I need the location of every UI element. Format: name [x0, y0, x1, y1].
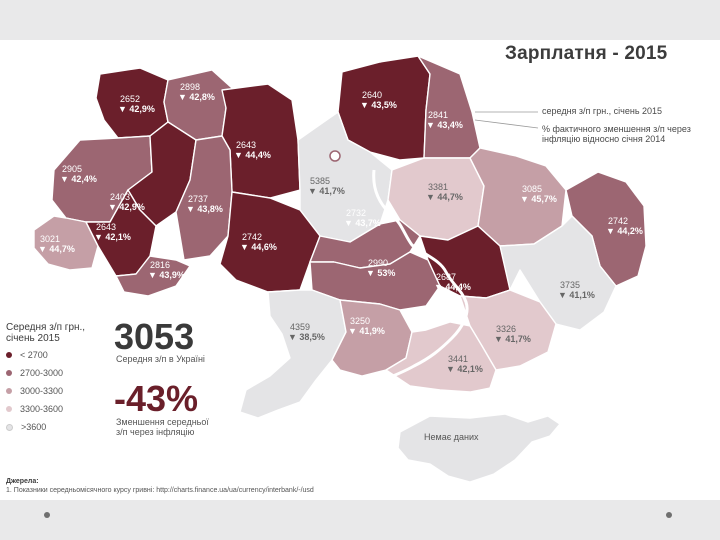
region-drop-label: ▼ 42,1%	[446, 364, 483, 374]
crimea-region	[397, 413, 562, 483]
region-salary-label: 2742	[608, 216, 628, 226]
salary-drop-label-line2: з/п через інфляцію	[116, 427, 195, 437]
region-drop-label: ▼ 41,7%	[494, 334, 531, 344]
legend-swatch	[6, 423, 13, 431]
ivano-frankivsk-region	[85, 189, 157, 277]
region-salary-label: 2732	[346, 208, 366, 218]
ukraine-map: Немає даних 2652▼ 42,9%2898▼ 42,8%2643▼ …	[33, 55, 647, 483]
callout-avg: середня з/п грн., січень 2015	[542, 106, 663, 116]
region-salary-label: 3326	[496, 324, 516, 334]
region-drop-label: ▼ 41,7%	[308, 186, 345, 196]
region-drop-label: ▼ 44,4%	[234, 150, 271, 160]
kyiv-marker	[329, 150, 341, 162]
legend-title: Середня з/п грн., січень 2015	[6, 322, 106, 344]
sources: Джерела: 1. Показники середньомісячного …	[6, 477, 314, 495]
donetsk-region	[499, 215, 617, 331]
region-drop-label: ▼ 42,1%	[94, 232, 131, 242]
salary-drop-label: Зменшення середньої з/п через інфляцію	[116, 417, 236, 437]
region-drop-label: ▼ 44,2%	[606, 226, 643, 236]
region-drop-label: ▼ 44,7%	[426, 192, 463, 202]
region-drop-label: ▼ 42,9%	[118, 104, 155, 114]
region-salary-label: 5385	[310, 176, 330, 186]
zakarpattia-region	[33, 215, 99, 271]
legend-label: 3300-3600	[20, 404, 64, 414]
no-data-label: Немає даних	[424, 432, 479, 442]
region-drop-label: ▼ 42,9%	[108, 202, 145, 212]
legend-label: 2700-3000	[20, 368, 64, 378]
region-salary-label: 2643	[236, 140, 256, 150]
avg-salary-value: 3053	[114, 316, 195, 357]
region-drop-label: ▼ 44,7%	[38, 244, 75, 254]
region-salary-label: 2737	[188, 194, 208, 204]
region-drop-label: ▼ 53%	[366, 268, 395, 278]
region-drop-label: ▼ 41,9%	[348, 326, 385, 336]
region-salary-label: 2841	[428, 110, 448, 120]
sources-heading: Джерела:	[6, 478, 39, 485]
region-drop-label: ▼ 44,4%	[434, 282, 471, 292]
region-salary-label: 4359	[290, 322, 310, 332]
dnipro-river	[371, 169, 469, 388]
region-salary-label: 2403	[110, 192, 130, 202]
region-salary-label: 3441	[448, 354, 468, 364]
legend-item: >3600	[6, 421, 46, 433]
callout-pct: % фактичного зменшення з/п через інфляці…	[542, 124, 691, 144]
page-title: Зарплатня - 2015	[505, 43, 668, 64]
region-salary-label: 3735	[560, 280, 580, 290]
region-drop-label: ▼ 43,8%	[186, 204, 223, 214]
region-salary-label: 3021	[40, 234, 60, 244]
legend-title-line1: Середня з/п грн.,	[6, 322, 86, 333]
legend-swatch	[6, 370, 12, 376]
legend-item: 3300-3600	[6, 403, 63, 415]
region-drop-label: ▼ 41,1%	[558, 290, 595, 300]
region-salary-label: 3085	[522, 184, 542, 194]
region-salary-label: 2816	[150, 260, 170, 270]
region-salary-label: 2643	[96, 222, 116, 232]
sources-line: 1. Показники середньомісячного курсу гри…	[6, 487, 314, 494]
region-salary-label: 2640	[362, 90, 382, 100]
legend-swatch	[6, 388, 12, 394]
kherson-region	[385, 321, 497, 393]
legend-swatch	[6, 406, 12, 412]
legend-title-line2: січень 2015	[6, 333, 60, 344]
region-drop-label: ▼ 43,9%	[148, 270, 185, 280]
legend-item: < 2700	[6, 349, 48, 361]
region-salary-label: 2898	[180, 82, 200, 92]
callout-line-2	[474, 119, 539, 129]
slide-nav-dot-left	[44, 512, 50, 518]
slide-nav-dot-right	[666, 512, 672, 518]
avg-salary-label: Середня з/п в Україні	[116, 354, 205, 364]
khmelnytskyi-region	[175, 135, 233, 261]
region-salary-label: 2990	[368, 258, 388, 268]
region-drop-label: ▼ 42,4%	[60, 174, 97, 184]
region-salary-label: 2652	[120, 94, 140, 104]
legend-item: 3000-3300	[6, 385, 63, 397]
region-drop-label: ▼ 42,8%	[178, 92, 215, 102]
region-drop-label: ▼ 45,7%	[520, 194, 557, 204]
legend-swatch	[6, 352, 12, 358]
region-salary-label: 2742	[242, 232, 262, 242]
region-salary-label: 3250	[350, 316, 370, 326]
legend-label: 3000-3300	[20, 386, 64, 396]
region-salary-label: 3381	[428, 182, 448, 192]
region-salary-label: 2687	[436, 272, 456, 282]
region-drop-label: ▼ 44,6%	[240, 242, 277, 252]
chernivtsi-region	[115, 255, 191, 297]
ternopil-region	[127, 121, 197, 227]
slide: Немає даних 2652 ▼ 42,9% 2898 ▼ 42,8% 2643 ▼ …	[0, 40, 720, 500]
callout-pct-line2: інфляцію відносно січня 2014	[542, 134, 666, 144]
legend-item: 2700-3000	[6, 367, 63, 379]
region-drop-label: ▼ 43,7%	[344, 218, 381, 228]
region-drop-label: ▼ 38,5%	[288, 332, 325, 342]
region-salary-label: 2905	[62, 164, 82, 174]
legend-label: < 2700	[20, 350, 48, 360]
salary-drop-value: -43%	[114, 378, 199, 419]
kyiv-region	[297, 111, 393, 243]
region-drop-label: ▼ 43,5%	[360, 100, 397, 110]
salary-drop-label-line1: Зменшення середньої	[116, 417, 209, 427]
legend-label: >3600	[21, 422, 47, 432]
region-drop-label: ▼ 43,4%	[426, 120, 463, 130]
zhytomyr-region	[221, 83, 301, 199]
callout-pct-line1: % фактичного зменшення з/п через	[542, 124, 691, 134]
odesa-region	[239, 289, 347, 419]
